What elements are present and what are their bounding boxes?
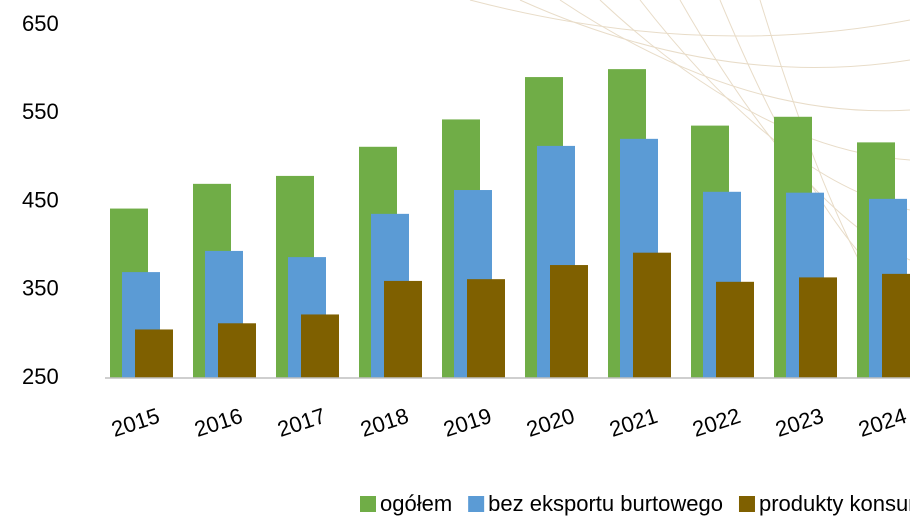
- chart: 250 350 450 550 650 2015 2016 2017 2018 2019 2020 2…: [0, 0, 910, 524]
- x-tick-label: 2023: [772, 403, 826, 442]
- bar: [633, 253, 671, 378]
- x-tick-label: 2021: [606, 403, 660, 442]
- bar: [384, 281, 422, 378]
- x-tick-label: 2024: [855, 403, 909, 442]
- bar: [716, 282, 754, 378]
- legend-label: produkty konsumpcyjne: [759, 491, 910, 516]
- legend-label: bez eksportu burtowego: [488, 491, 723, 516]
- legend-label: ogółem: [380, 491, 452, 516]
- legend-swatch: [739, 496, 755, 512]
- legend-swatch: [360, 496, 376, 512]
- legend-swatch: [468, 496, 484, 512]
- x-tick-label: 2022: [689, 403, 743, 442]
- bar: [467, 279, 505, 378]
- x-tick-label: 2020: [523, 403, 577, 442]
- bar: [301, 314, 339, 378]
- x-tick-label: 2016: [191, 403, 245, 442]
- x-tick-label: 2018: [357, 403, 411, 442]
- bar: [550, 265, 588, 378]
- bar: [218, 323, 256, 378]
- x-tick-label: 2017: [274, 403, 328, 442]
- y-tick-label: 550: [22, 99, 59, 124]
- bar: [135, 329, 173, 378]
- x-tick-label: 2015: [108, 403, 162, 442]
- x-tick-label: 2019: [440, 403, 494, 442]
- bar: [882, 274, 910, 378]
- y-tick-label: 450: [22, 187, 59, 212]
- bar: [799, 277, 837, 378]
- y-tick-label: 250: [22, 364, 59, 389]
- y-tick-label: 650: [22, 11, 59, 36]
- y-tick-label: 350: [22, 276, 59, 301]
